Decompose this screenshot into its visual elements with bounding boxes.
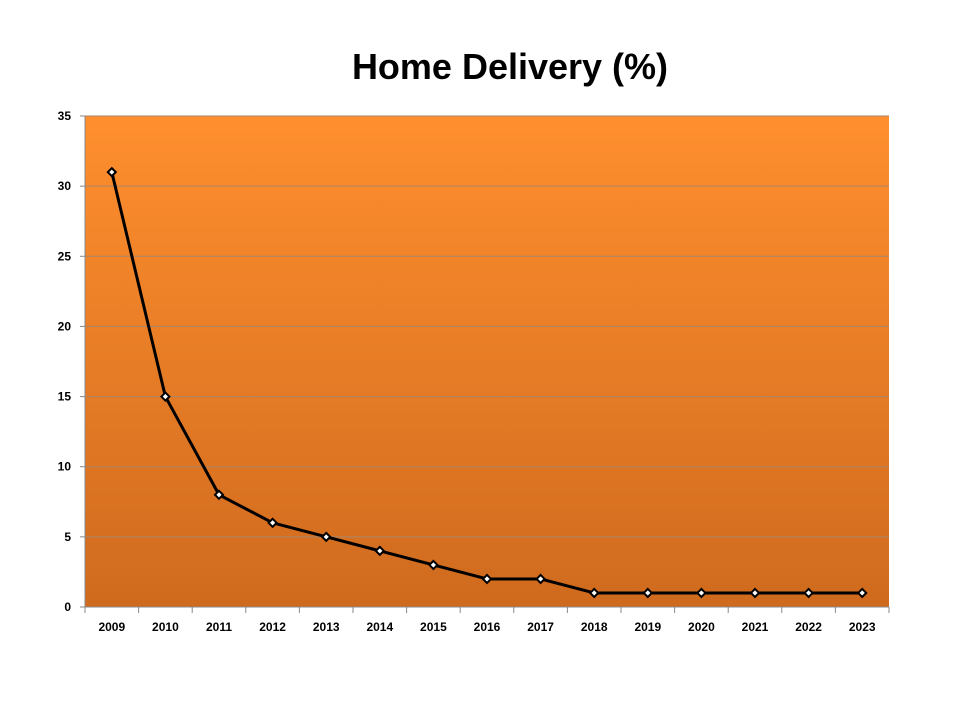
y-tick-label: 25	[58, 249, 72, 263]
axes	[84, 116, 889, 608]
x-tick-label: 2009	[98, 620, 125, 634]
data-point-marker	[695, 587, 707, 599]
y-tick-label: 5	[64, 530, 71, 544]
x-tick-label: 2017	[527, 620, 554, 634]
data-point-marker	[535, 573, 547, 585]
data-point-marker	[481, 573, 493, 585]
x-tick-label: 2012	[259, 620, 286, 634]
data-point-marker	[642, 587, 654, 599]
x-tick-label: 2010	[152, 620, 179, 634]
x-tick-label: 2016	[474, 620, 501, 634]
x-tick-label: 2023	[849, 620, 876, 634]
data-point-marker	[749, 587, 761, 599]
x-tick-label: 2013	[313, 620, 340, 634]
y-tick-label: 0	[64, 600, 71, 614]
x-tick-label: 2021	[742, 620, 769, 634]
y-axis-ticks: 0 5 10 15 20 25 30 35	[58, 109, 85, 614]
data-point-marker	[427, 559, 439, 571]
y-tick-label: 20	[58, 319, 72, 333]
x-tick-label: 2018	[581, 620, 608, 634]
y-tick-label: 35	[58, 109, 72, 123]
plot-area	[85, 116, 889, 607]
x-tick-label: 2022	[795, 620, 822, 634]
x-tick-label: 2020	[688, 620, 715, 634]
series-group	[106, 166, 868, 599]
data-point-marker	[588, 587, 600, 599]
y-tick-label: 15	[58, 390, 72, 404]
gridlines	[85, 115, 889, 538]
chart-title: Home Delivery (%)	[351, 46, 669, 87]
x-axis-ticks: 2009 2010 2011 2012 2013 2014 2015 2016 2017 2018…	[84, 607, 890, 634]
data-point-marker	[106, 166, 118, 178]
data-point-marker	[320, 531, 332, 543]
data-point-marker	[267, 517, 279, 529]
data-point-marker	[856, 587, 868, 599]
y-tick-label: 30	[58, 179, 72, 193]
data-point-marker	[374, 545, 386, 557]
y-tick-label: 10	[58, 460, 72, 474]
data-point-marker	[159, 391, 171, 402]
data-point-marker	[803, 587, 815, 599]
data-point-marker	[213, 489, 225, 501]
x-tick-label: 2019	[634, 620, 661, 634]
x-tick-label: 2011	[206, 620, 232, 634]
x-tick-label: 2014	[366, 620, 393, 634]
x-tick-label: 2015	[420, 620, 447, 634]
